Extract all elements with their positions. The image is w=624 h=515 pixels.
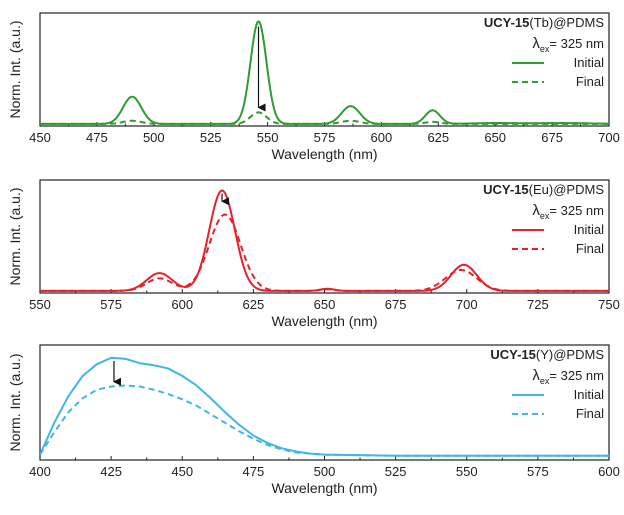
legend-label-final: Final bbox=[576, 406, 604, 421]
y-axis-label: Norm. Int. (a.u.) bbox=[7, 353, 23, 451]
x-tick-label: 575 bbox=[527, 464, 549, 479]
x-tick-label: 650 bbox=[314, 297, 336, 312]
excitation-label: λex= 325 nm bbox=[532, 35, 604, 54]
x-axis-label: Wavelength (nm) bbox=[271, 480, 377, 496]
x-tick-label: 700 bbox=[456, 297, 478, 312]
y-axis-label: Norm. Int. (a.u.) bbox=[7, 20, 23, 118]
series-line-final bbox=[40, 111, 609, 125]
legend-label-final: Final bbox=[576, 241, 604, 256]
series-line-initial bbox=[40, 356, 609, 457]
x-tick-label: 550 bbox=[257, 130, 279, 145]
spectrum-panel-1: 450 475 500 525 550 575 600 625 650 675 700 Wavelen… bbox=[7, 12, 620, 162]
x-tick-label: 750 bbox=[598, 297, 620, 312]
x-tick-label: 575 bbox=[314, 130, 336, 145]
legend-label-initial: Initial bbox=[574, 387, 604, 402]
x-tick-label: 525 bbox=[200, 130, 222, 145]
legend-label-final: Final bbox=[576, 74, 604, 89]
x-tick-label: 600 bbox=[371, 130, 393, 145]
legend-label-initial: Initial bbox=[574, 222, 604, 237]
x-tick-label: 450 bbox=[171, 464, 193, 479]
x-tick-label: 575 bbox=[100, 297, 122, 312]
panel-title: UCY-15(Eu)@PDMS bbox=[483, 182, 604, 197]
x-tick-label: 700 bbox=[598, 130, 620, 145]
x-tick-label: 400 bbox=[29, 464, 51, 479]
y-axis-label: Norm. Int. (a.u.) bbox=[7, 187, 23, 285]
x-tick-label: 725 bbox=[527, 297, 549, 312]
x-tick-label: 625 bbox=[427, 130, 449, 145]
x-tick-label: 600 bbox=[598, 464, 620, 479]
x-tick-label: 525 bbox=[385, 464, 407, 479]
x-tick-label: 500 bbox=[143, 130, 165, 145]
plot-frame bbox=[39, 344, 610, 461]
x-tick-label: 450 bbox=[29, 130, 51, 145]
panel-title: UCY-15(Y)@PDMS bbox=[490, 347, 604, 362]
series-line-initial bbox=[40, 189, 609, 292]
x-tick-label: 475 bbox=[86, 130, 108, 145]
spectrum-panel-2: 550 575 600 625 650 675 700 725 750 Wavelength (n… bbox=[7, 179, 620, 329]
x-tick-label: 675 bbox=[541, 130, 563, 145]
x-tick-label: 650 bbox=[484, 130, 506, 145]
x-tick-label: 625 bbox=[243, 297, 265, 312]
x-tick-label: 550 bbox=[456, 464, 478, 479]
series-line-final bbox=[40, 384, 609, 457]
excitation-label: λex= 325 nm bbox=[532, 202, 604, 221]
panel-title: UCY-15(Tb)@PDMS bbox=[484, 15, 604, 30]
series-line-final bbox=[40, 213, 609, 292]
legend-label-initial: Initial bbox=[574, 55, 604, 70]
x-tick-label: 500 bbox=[314, 464, 336, 479]
x-tick-label: 550 bbox=[29, 297, 51, 312]
x-tick-label: 675 bbox=[385, 297, 407, 312]
excitation-label: λex= 325 nm bbox=[532, 367, 604, 386]
x-tick-label: 600 bbox=[171, 297, 193, 312]
x-tick-label: 425 bbox=[100, 464, 122, 479]
spectrum-panel-3: 400 425 450 475 500 525 550 575 600 Wavelength (n… bbox=[7, 344, 620, 496]
series-line-initial bbox=[40, 20, 609, 125]
x-axis-label: Wavelength (nm) bbox=[271, 146, 377, 162]
x-tick-label: 475 bbox=[243, 464, 265, 479]
x-axis-label: Wavelength (nm) bbox=[271, 313, 377, 329]
